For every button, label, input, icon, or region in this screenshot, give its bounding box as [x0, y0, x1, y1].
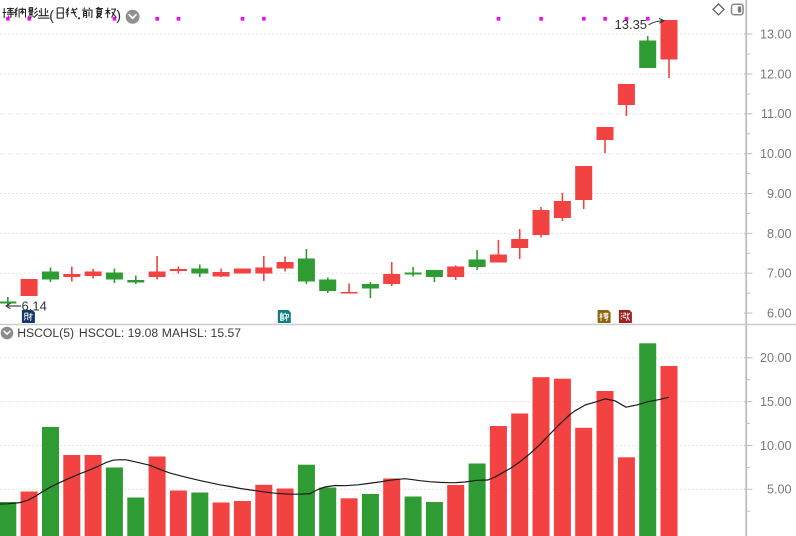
svg-text:): ) — [116, 7, 121, 23]
svg-text:20.00: 20.00 — [760, 351, 792, 365]
svg-text:15.00: 15.00 — [760, 395, 792, 409]
svg-text:6.14: 6.14 — [22, 299, 47, 314]
svg-text:5.00: 5.00 — [767, 483, 792, 497]
svg-text:10.00: 10.00 — [760, 439, 792, 453]
svg-text:13.35: 13.35 — [615, 17, 648, 32]
svg-text:MAHSL: 15.57: MAHSL: 15.57 — [162, 326, 241, 340]
svg-text:10.00: 10.00 — [760, 147, 792, 161]
svg-text:13.00: 13.00 — [760, 27, 792, 41]
svg-text:9.00: 9.00 — [767, 187, 792, 201]
svg-text:HSCOL: 19.08: HSCOL: 19.08 — [79, 326, 158, 340]
svg-text:7.00: 7.00 — [767, 267, 792, 281]
svg-text:12.00: 12.00 — [760, 67, 792, 81]
svg-text:6.00: 6.00 — [767, 307, 792, 321]
svg-text:8.00: 8.00 — [767, 227, 792, 241]
svg-text:11.00: 11.00 — [761, 107, 792, 121]
svg-text:HSCOL(5): HSCOL(5) — [17, 326, 74, 340]
svg-text:(: ( — [49, 7, 54, 23]
